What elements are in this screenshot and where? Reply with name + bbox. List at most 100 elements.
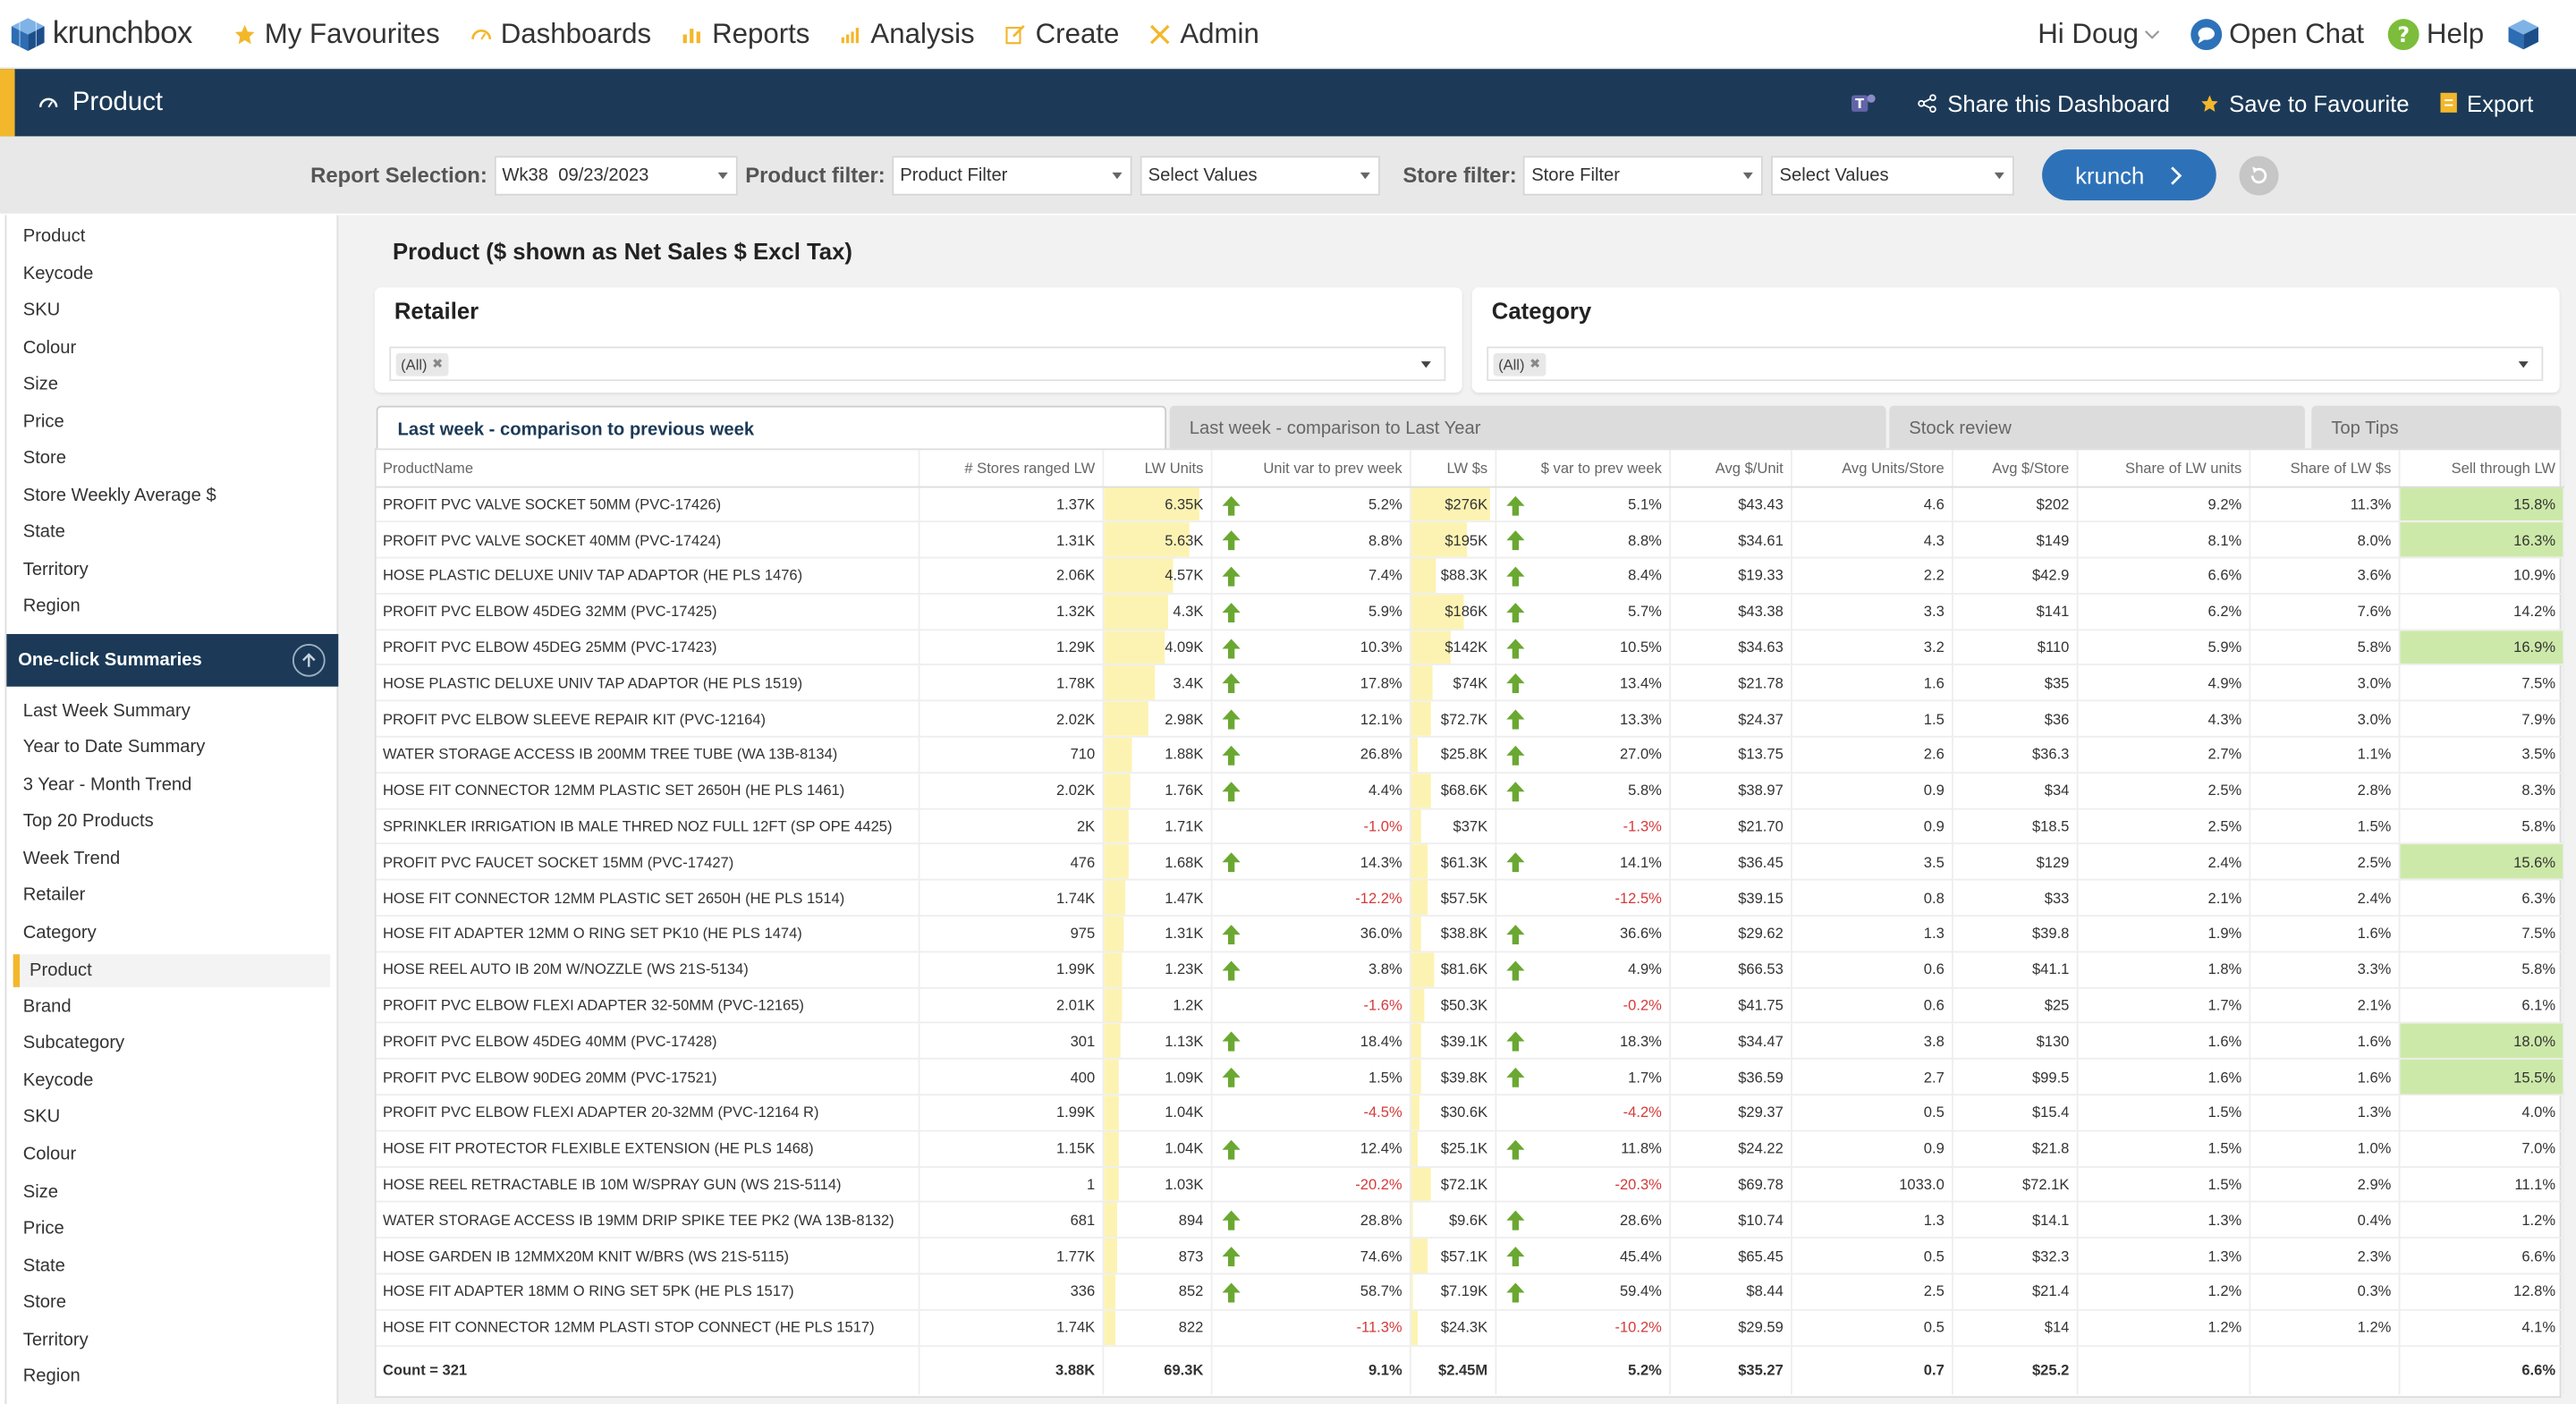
table-row[interactable]: HOSE FIT PROTECTOR FLEXIBLE EXTENSION (H… xyxy=(376,1130,2564,1168)
close-icon[interactable]: ✖ xyxy=(432,356,444,372)
table-row[interactable]: WATER STORAGE ACCESS IB 19MM DRIP SPIKE … xyxy=(376,1202,2564,1239)
krunch-button[interactable]: krunch xyxy=(2042,149,2217,201)
close-icon[interactable]: ✖ xyxy=(1530,356,1541,372)
product-values-dropdown[interactable]: Select Values xyxy=(1140,155,1380,195)
column-header[interactable]: Avg Units/Store xyxy=(1791,450,1953,487)
summary-item-subcategory[interactable]: Subcategory xyxy=(22,1033,125,1053)
sidebar-item-colour[interactable]: Colour xyxy=(22,338,77,359)
summary-item-territory[interactable]: Territory xyxy=(22,1330,89,1350)
category-select[interactable]: (All) ✖ xyxy=(1487,346,2544,382)
nav-reports[interactable]: Reports xyxy=(681,17,809,50)
category-chip[interactable]: (All) ✖ xyxy=(1493,352,1546,376)
summary-item-brand[interactable]: Brand xyxy=(22,996,72,1017)
nav-admin[interactable]: Admin xyxy=(1148,17,1259,50)
nav-create[interactable]: Create xyxy=(1004,17,1119,50)
arrow-up-icon[interactable] xyxy=(292,644,326,677)
export-button[interactable]: Export xyxy=(2439,89,2533,115)
summary-item-size[interactable]: Size xyxy=(22,1182,59,1203)
retailer-select[interactable]: (All) ✖ xyxy=(389,346,1446,382)
table-row[interactable]: HOSE REEL RETRACTABLE IB 10M W/SPRAY GUN… xyxy=(376,1166,2564,1204)
user-menu[interactable]: Hi Doug xyxy=(2038,18,2166,51)
summary-item-ytd-summary[interactable]: Year to Date Summary xyxy=(22,737,206,757)
column-header[interactable]: Unit var to prev week xyxy=(1210,450,1411,487)
column-header[interactable]: Share of LW units xyxy=(2076,450,2250,487)
sidebar-item-sku[interactable]: SKU xyxy=(22,300,61,321)
table-row[interactable]: HOSE REEL AUTO IB 20M W/NOZZLE (WS 21S-5… xyxy=(376,952,2564,989)
tab-top-tips[interactable]: Top Tips xyxy=(2311,405,2562,449)
app-cube-button[interactable] xyxy=(2507,18,2546,51)
sidebar-item-state[interactable]: State xyxy=(22,522,65,543)
table-row[interactable]: HOSE FIT ADAPTER 12MM O RING SET PK10 (H… xyxy=(376,916,2564,953)
nav-analysis[interactable]: Analysis xyxy=(839,17,975,50)
column-header[interactable]: ProductName xyxy=(376,450,919,487)
table-row[interactable]: SPRINKLER IRRIGATION IB MALE THRED NOZ F… xyxy=(376,808,2564,845)
column-header[interactable]: Avg $/Unit xyxy=(1669,450,1792,487)
table-row[interactable]: WATER STORAGE ACCESS IB 200MM TREE TUBE … xyxy=(376,736,2564,774)
tab-stock-review[interactable]: Stock review xyxy=(1889,405,2305,449)
sidebar-item-keycode[interactable]: Keycode xyxy=(22,264,94,284)
summary-item-retailer[interactable]: Retailer xyxy=(22,885,86,906)
table-row[interactable]: PROFIT PVC VALVE SOCKET 40MM (PVC-17424)… xyxy=(376,521,2564,559)
column-header[interactable]: Avg $/Store xyxy=(1952,450,2078,487)
tab-last-week-vs-last-year[interactable]: Last week - comparison to Last Year xyxy=(1169,405,1886,449)
store-values-dropdown[interactable]: Select Values xyxy=(1771,155,2015,195)
table-row[interactable]: PROFIT PVC ELBOW SLEEVE REPAIR KIT (PVC-… xyxy=(376,700,2564,738)
sidebar-item-size[interactable]: Size xyxy=(22,374,59,394)
summary-item-3-year-month-trend[interactable]: 3 Year - Month Trend xyxy=(22,774,192,795)
nav-dashboards[interactable]: Dashboards xyxy=(470,17,651,50)
summary-item-category[interactable]: Category xyxy=(22,923,97,943)
table-row[interactable]: HOSE GARDEN IB 12MMX20M KNIT W/BRS (WS 2… xyxy=(376,1238,2564,1275)
tab-last-week-vs-previous[interactable]: Last week - comparison to previous week xyxy=(376,405,1167,451)
table-row[interactable]: PROFIT PVC ELBOW FLEXI ADAPTER 20-32MM (… xyxy=(376,1095,2564,1132)
summary-item-keycode[interactable]: Keycode xyxy=(22,1070,94,1091)
summary-item-store[interactable]: Store xyxy=(22,1292,67,1313)
report-selection-dropdown[interactable]: Wk38 09/23/2023 xyxy=(494,155,738,195)
table-row[interactable]: PROFIT PVC ELBOW FLEXI ADAPTER 32-50MM (… xyxy=(376,987,2564,1025)
column-header[interactable]: LW Units xyxy=(1102,450,1212,487)
table-row[interactable]: PROFIT PVC ELBOW 90DEG 20MM (PVC-17521) 4… xyxy=(376,1059,2564,1096)
share-dashboard-button[interactable]: Share this Dashboard xyxy=(1918,89,2170,115)
table-row[interactable]: HOSE PLASTIC DELUXE UNIV TAP ADAPTOR (HE… xyxy=(376,664,2564,702)
table-row[interactable]: PROFIT PVC VALVE SOCKET 50MM (PVC-17426)… xyxy=(376,486,2564,523)
column-header[interactable]: $ var to prev week xyxy=(1495,450,1671,487)
column-header[interactable]: # Stores ranged LW xyxy=(918,450,1104,487)
summary-item-state[interactable]: State xyxy=(22,1256,65,1277)
summary-item-sku[interactable]: SKU xyxy=(22,1106,61,1128)
table-row[interactable]: PROFIT PVC ELBOW 45DEG 32MM (PVC-17425) 1… xyxy=(376,593,2564,630)
open-chat-button[interactable]: Open Chat xyxy=(2190,18,2364,51)
product-filter-dropdown[interactable]: Product Filter xyxy=(892,155,1132,195)
retailer-chip[interactable]: (All) ✖ xyxy=(395,352,448,376)
sidebar-item-store-weekly-average[interactable]: Store Weekly Average $ xyxy=(22,486,216,506)
nav-my-favourites[interactable]: My Favourites xyxy=(233,17,440,50)
help-button[interactable]: ? Help xyxy=(2387,18,2484,51)
column-header[interactable]: LW $s xyxy=(1409,450,1496,487)
store-filter-dropdown[interactable]: Store Filter xyxy=(1523,155,1764,195)
table-row[interactable]: HOSE FIT CONNECTOR 12MM PLASTIC SET 2650… xyxy=(376,880,2564,918)
summary-item-week-trend[interactable]: Week Trend xyxy=(22,849,121,869)
summary-item-last-week-summary[interactable]: Last Week Summary xyxy=(22,701,191,722)
summary-item-price[interactable]: Price xyxy=(22,1218,64,1239)
table-row[interactable]: HOSE FIT CONNECTOR 12MM PLASTI STOP CONN… xyxy=(376,1309,2564,1347)
teams-button[interactable]: T xyxy=(1849,88,1888,117)
summary-item-region[interactable]: Region xyxy=(22,1366,80,1387)
table-row[interactable]: HOSE FIT ADAPTER 18MM O RING SET 5PK (HE… xyxy=(376,1273,2564,1311)
summary-item-product-selected[interactable]: Product xyxy=(13,954,331,987)
one-click-summaries-header[interactable]: One-click Summaries xyxy=(6,633,339,687)
summary-item-colour[interactable]: Colour xyxy=(22,1145,77,1165)
reset-button[interactable] xyxy=(2239,155,2279,195)
save-favourite-button[interactable]: Save to Favourite xyxy=(2199,89,2410,115)
summary-item-top-20-products[interactable]: Top 20 Products xyxy=(22,811,154,832)
table-row[interactable]: PROFIT PVC FAUCET SOCKET 15MM (PVC-17427… xyxy=(376,844,2564,881)
table-row[interactable]: PROFIT PVC ELBOW 45DEG 40MM (PVC-17428) 3… xyxy=(376,1023,2564,1061)
column-header[interactable]: Share of LW $s xyxy=(2249,450,2400,487)
sidebar-item-price[interactable]: Price xyxy=(22,412,64,433)
sidebar-item-product[interactable]: Product xyxy=(22,226,86,247)
sidebar-item-territory[interactable]: Territory xyxy=(22,560,89,580)
table-row[interactable]: PROFIT PVC ELBOW 45DEG 25MM (PVC-17423) 1… xyxy=(376,629,2564,666)
table-row[interactable]: HOSE PLASTIC DELUXE UNIV TAP ADAPTOR (HE… xyxy=(376,557,2564,595)
table-row[interactable]: HOSE FIT CONNECTOR 12MM PLASTIC SET 2650… xyxy=(376,772,2564,809)
sidebar-item-store[interactable]: Store xyxy=(22,448,67,469)
logo[interactable]: krunchbox xyxy=(10,15,204,51)
column-header[interactable]: Sell through LW xyxy=(2398,450,2564,487)
sidebar-item-region[interactable]: Region xyxy=(22,596,80,616)
